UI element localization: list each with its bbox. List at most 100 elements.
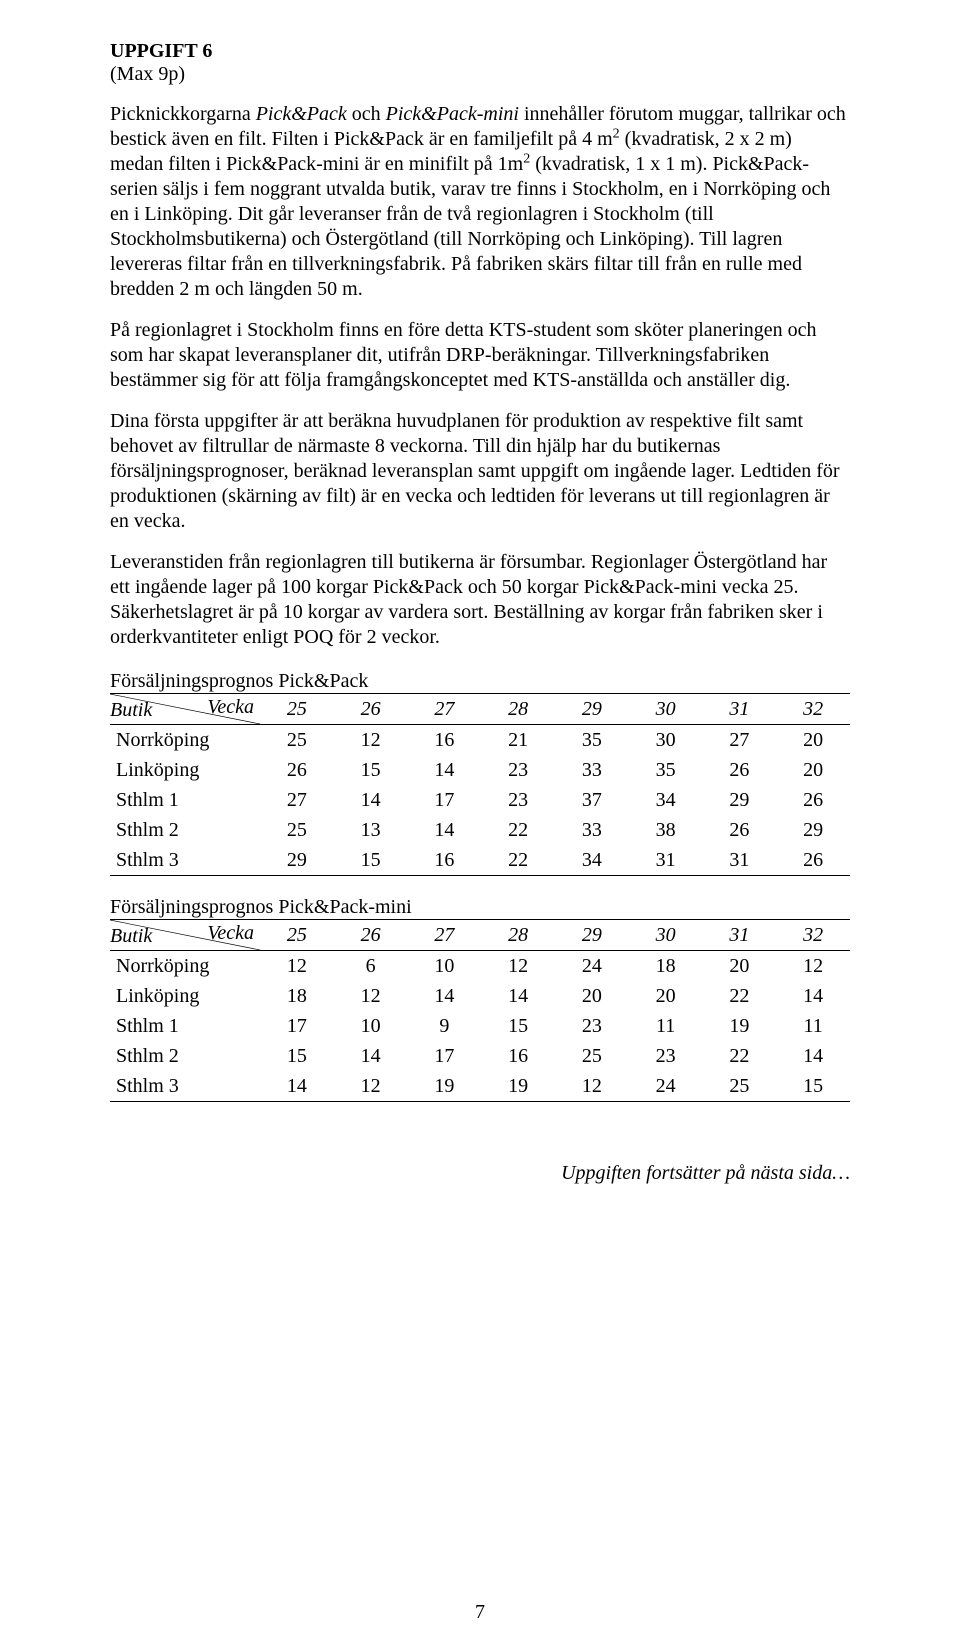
header-week-label: Vecka	[207, 696, 254, 719]
table-cell: 22	[481, 845, 555, 876]
table-cell: 21	[481, 725, 555, 756]
column-header: 26	[334, 920, 408, 951]
table-cell: 15	[334, 755, 408, 785]
table-header-corner: VeckaButik	[110, 920, 260, 951]
column-header: 29	[555, 920, 629, 951]
table-cell: 22	[703, 1041, 777, 1071]
paragraph-4: Leveranstiden från regionlagren till but…	[110, 550, 850, 650]
table-cell: 12	[776, 951, 850, 982]
table-cell: 16	[481, 1041, 555, 1071]
table-cell: 12	[334, 1071, 408, 1102]
continuation-note: Uppgiften fortsätter på nästa sida…	[110, 1162, 850, 1185]
table-cell: 20	[555, 981, 629, 1011]
table1-title: Försäljningsprognos Pick&Pack	[110, 670, 850, 693]
table-cell: 25	[703, 1071, 777, 1102]
table-cell: 14	[481, 981, 555, 1011]
table-cell: 19	[481, 1071, 555, 1102]
table-cell: 26	[776, 785, 850, 815]
row-label: Sthlm 2	[110, 815, 260, 845]
table-cell: 22	[703, 981, 777, 1011]
table-cell: 14	[408, 815, 482, 845]
table-cell: 19	[408, 1071, 482, 1102]
table-cell: 27	[703, 725, 777, 756]
column-header: 26	[334, 694, 408, 725]
table-cell: 29	[703, 785, 777, 815]
table-cell: 18	[260, 981, 334, 1011]
table-cell: 34	[555, 845, 629, 876]
table-cell: 31	[703, 845, 777, 876]
text: (kvadratisk, 1 x 1 m). Pick&Pack-serien …	[110, 153, 830, 300]
table-cell: 12	[334, 725, 408, 756]
table-cell: 16	[408, 845, 482, 876]
table-cell: 12	[334, 981, 408, 1011]
table-cell: 22	[481, 815, 555, 845]
table-cell: 26	[703, 815, 777, 845]
row-label: Linköping	[110, 755, 260, 785]
row-label: Sthlm 3	[110, 845, 260, 876]
table-cell: 35	[629, 755, 703, 785]
table-cell: 25	[555, 1041, 629, 1071]
table-cell: 14	[776, 981, 850, 1011]
table-cell: 38	[629, 815, 703, 845]
table-cell: 24	[629, 1071, 703, 1102]
column-header: 27	[408, 694, 482, 725]
table-cell: 33	[555, 815, 629, 845]
product-name-pickpack-mini: Pick&Pack-mini	[386, 103, 519, 125]
table-cell: 30	[629, 725, 703, 756]
table-cell: 14	[408, 981, 482, 1011]
page: UPPGIFT 6 (Max 9p) Picknickkorgarna Pick…	[0, 0, 960, 1642]
table-cell: 26	[776, 845, 850, 876]
table-cell: 20	[629, 981, 703, 1011]
table-cell: 20	[776, 755, 850, 785]
row-label: Norrköping	[110, 951, 260, 982]
max-points: (Max 9p)	[110, 63, 850, 86]
table-cell: 23	[481, 755, 555, 785]
table-header-corner: Vecka Butik	[110, 694, 260, 725]
table-cell: 12	[481, 951, 555, 982]
table-cell: 35	[555, 725, 629, 756]
table-cell: 17	[260, 1011, 334, 1041]
table-cell: 15	[481, 1011, 555, 1041]
table-cell: 15	[776, 1071, 850, 1102]
table-cell: 14	[334, 1041, 408, 1071]
table-cell: 20	[776, 725, 850, 756]
table-cell: 10	[334, 1011, 408, 1041]
superscript: 2	[613, 126, 620, 141]
table-cell: 17	[408, 1041, 482, 1071]
column-header: 32	[776, 920, 850, 951]
paragraph-3: Dina första uppgifter är att beräkna huv…	[110, 409, 850, 534]
column-header: 25	[260, 694, 334, 725]
table-cell: 27	[260, 785, 334, 815]
header-week-label: Vecka	[207, 922, 254, 945]
table-cell: 11	[629, 1011, 703, 1041]
column-header: 30	[629, 920, 703, 951]
table-cell: 37	[555, 785, 629, 815]
table-cell: 23	[481, 785, 555, 815]
table-cell: 26	[703, 755, 777, 785]
task-title: UPPGIFT 6	[110, 40, 850, 63]
table-cell: 19	[703, 1011, 777, 1041]
table2-title: Försäljningsprognos Pick&Pack-mini	[110, 896, 850, 919]
table-cell: 17	[408, 785, 482, 815]
text: Picknickkorgarna	[110, 103, 256, 125]
column-header: 28	[481, 920, 555, 951]
column-header: 32	[776, 694, 850, 725]
page-number: 7	[0, 1601, 960, 1624]
column-header: 31	[703, 694, 777, 725]
table-cell: 26	[260, 755, 334, 785]
product-name-pickpack: Pick&Pack	[256, 103, 347, 125]
row-label: Sthlm 2	[110, 1041, 260, 1071]
table-cell: 31	[629, 845, 703, 876]
column-header: 31	[703, 920, 777, 951]
table-cell: 13	[334, 815, 408, 845]
table-cell: 34	[629, 785, 703, 815]
table-cell: 24	[555, 951, 629, 982]
column-header: 25	[260, 920, 334, 951]
table-cell: 14	[334, 785, 408, 815]
header-butik-label: Butik	[110, 699, 152, 722]
table-pickpack-mini: VeckaButik2526272829303132Norrköping1261…	[110, 919, 850, 1102]
table-cell: 12	[555, 1071, 629, 1102]
table-cell: 6	[334, 951, 408, 982]
table-pickpack: VeckaButik2526272829303132Norrköping2512…	[110, 693, 850, 876]
table-cell: 14	[260, 1071, 334, 1102]
